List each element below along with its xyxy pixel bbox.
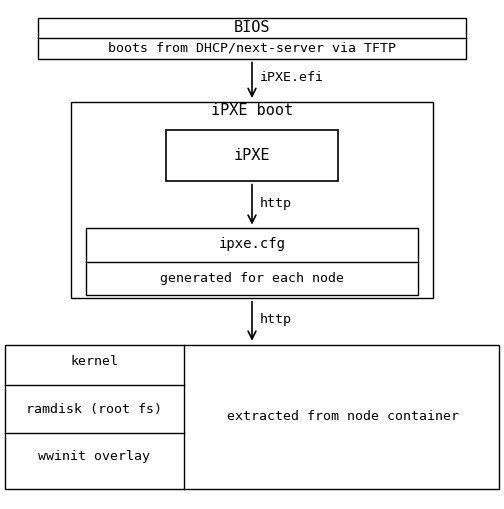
- Bar: [5, 345, 499, 489]
- Text: iPXE.efi: iPXE.efi: [260, 71, 324, 84]
- Bar: [86, 228, 418, 295]
- Text: wwinit overlay: wwinit overlay: [38, 450, 151, 463]
- Text: kernel: kernel: [71, 355, 118, 368]
- Text: iPXE boot: iPXE boot: [211, 103, 293, 119]
- Text: http: http: [260, 197, 291, 210]
- Text: generated for each node: generated for each node: [160, 272, 344, 285]
- Text: boots from DHCP/next-server via TFTP: boots from DHCP/next-server via TFTP: [108, 42, 396, 55]
- Text: extracted from node container: extracted from node container: [227, 410, 459, 423]
- Text: ramdisk (root fs): ramdisk (root fs): [27, 403, 162, 416]
- Text: iPXE: iPXE: [234, 148, 270, 163]
- Text: ipxe.cfg: ipxe.cfg: [219, 237, 285, 251]
- Text: http: http: [260, 313, 291, 326]
- Bar: [38, 18, 466, 59]
- Text: BIOS: BIOS: [234, 20, 270, 36]
- Bar: [71, 102, 433, 298]
- Bar: [166, 130, 338, 181]
